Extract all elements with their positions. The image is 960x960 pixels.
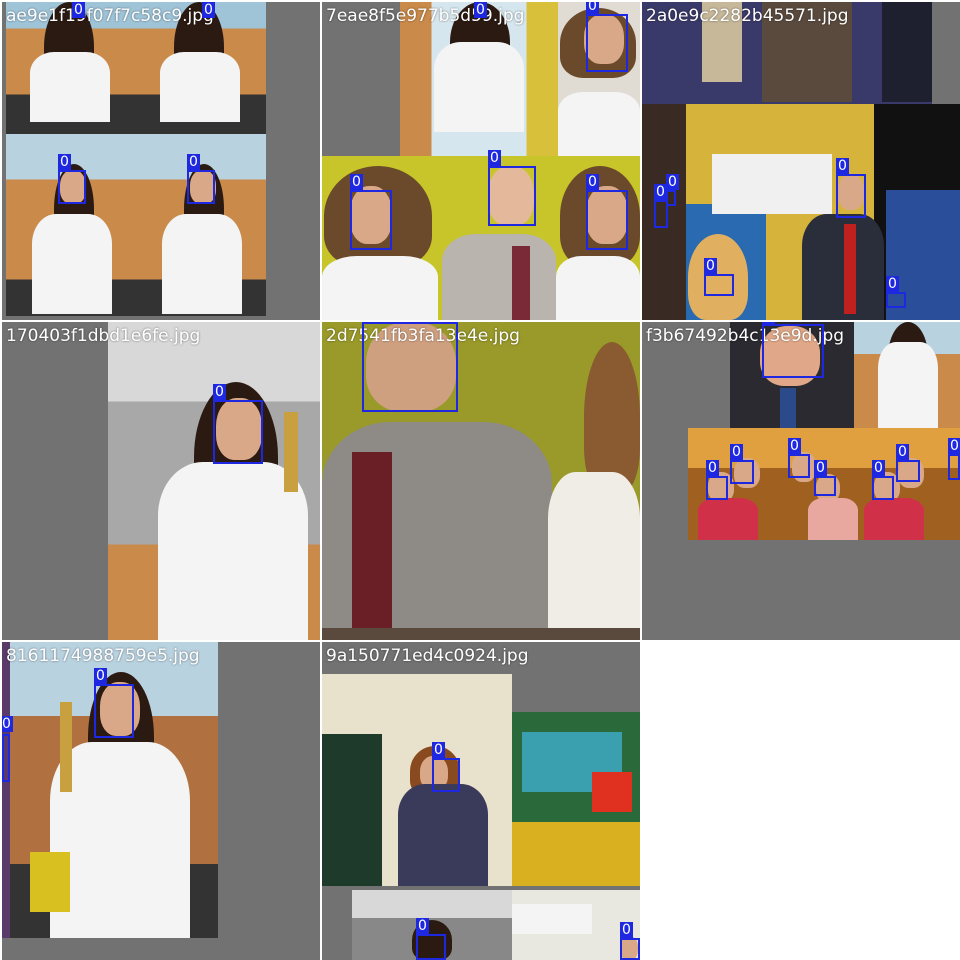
class-label: 0: [488, 150, 501, 166]
class-label: 0: [416, 918, 429, 934]
bounding-box: 0: [474, 2, 487, 18]
class-label: 0: [704, 258, 717, 274]
mosaic-tile-2: 7eae8f5e977b5d59.jpg 0 0 0 0 0: [322, 2, 640, 320]
class-label: 0: [814, 460, 827, 476]
mosaic-tile-7: 8161174988759e5.jpg 0 0: [2, 642, 320, 960]
bounding-box: 0: [72, 2, 85, 18]
bounding-box: 0: [58, 154, 86, 204]
mosaic-tile-3: 2a0e9c2282b45571.jpg 0 0 0 0 0: [642, 2, 960, 320]
bounding-box: 0: [350, 174, 392, 250]
class-label: 0: [948, 438, 960, 454]
class-label: 0: [432, 742, 445, 758]
class-label: 0: [72, 2, 85, 18]
class-label: 0: [2, 716, 13, 732]
bounding-box: 0: [488, 150, 536, 226]
tile-filename: 2a0e9c2282b45571.jpg: [646, 6, 849, 26]
mosaic-tile-5: 2d7541fb3fa13e4e.jpg 0: [322, 322, 640, 640]
class-label: 0: [896, 444, 909, 460]
tile-filename: 2d7541fb3fa13e4e.jpg: [326, 326, 520, 346]
photo-block: [854, 322, 960, 428]
class-label: 0: [213, 384, 226, 400]
tile-filename: f3b67492b4c13e9d.jpg: [646, 326, 845, 346]
bounding-box: 0: [666, 174, 679, 206]
bounding-box: 0: [187, 154, 215, 204]
photo-block: [642, 2, 932, 104]
mosaic-tile-4: 170403f1dbd1e6fe.jpg 0: [2, 322, 320, 640]
photo-block: [352, 890, 512, 960]
photo-block: [136, 2, 266, 134]
class-label: 0: [666, 174, 679, 190]
class-label: 0: [350, 174, 363, 190]
photo-block: [108, 322, 320, 640]
bounding-box: 0: [432, 742, 460, 792]
photo-block: [512, 712, 640, 886]
mosaic-tile-6: f3b67492b4c13e9d.jpg 0 0 0 0 0 0 0 0: [642, 322, 960, 640]
photo-block: [6, 2, 136, 134]
tile-filename: 8161174988759e5.jpg: [6, 646, 200, 666]
bounding-box: 0: [886, 276, 906, 308]
photo-block: [322, 674, 512, 886]
bounding-box: 0: [948, 438, 960, 480]
class-label: 0: [187, 154, 200, 170]
bounding-box: 0: [872, 460, 894, 500]
class-label: 0: [58, 154, 71, 170]
bounding-box: 0: [586, 174, 628, 250]
tile-filename: 7eae8f5e977b5d59.jpg: [326, 6, 525, 26]
class-label: 0: [586, 2, 599, 14]
bounding-box: 0: [706, 460, 728, 500]
bounding-box: 0: [654, 184, 668, 228]
bounding-box: 0: [814, 460, 836, 496]
mosaic-tile-8: 9a150771ed4c0924.jpg 0 0 0: [322, 642, 640, 960]
class-label: 0: [706, 460, 719, 476]
class-label: 0: [872, 460, 885, 476]
tile-filename: 170403f1dbd1e6fe.jpg: [6, 326, 201, 346]
class-label: 0: [202, 2, 215, 18]
photo-block: [322, 628, 640, 640]
class-label: 0: [836, 158, 849, 174]
bounding-box: 0: [213, 384, 263, 464]
bounding-box: 0: [362, 322, 458, 412]
photo-block: [558, 2, 640, 156]
bounding-box: 0: [788, 438, 810, 478]
class-label: 0: [94, 668, 107, 684]
tile-filename: ae9e1f19f07f7c58c9.jpg: [6, 6, 214, 26]
class-label: 0: [586, 174, 599, 190]
class-label: 0: [788, 438, 801, 454]
photo-block: [6, 134, 136, 316]
class-label: 0: [886, 276, 899, 292]
bounding-box: 0: [730, 444, 754, 484]
class-label: 0: [474, 2, 487, 18]
bounding-box: 0: [94, 668, 134, 738]
bounding-box: 0: [2, 716, 13, 782]
class-label: 0: [620, 922, 633, 938]
class-label: 0: [730, 444, 743, 460]
bounding-box: 0: [416, 918, 446, 960]
photo-block: [136, 134, 266, 316]
photo-block: [642, 104, 960, 320]
class-label: 0: [654, 184, 667, 200]
bounding-box: 0: [202, 2, 215, 18]
bounding-box: 0: [762, 322, 824, 378]
class-label: 0: [762, 322, 775, 324]
bounding-box: 0: [704, 258, 734, 296]
mosaic-tile-1: ae9e1f19f07f7c58c9.jpg 0 0 0 0: [2, 2, 320, 320]
photo-block: [322, 322, 640, 628]
bounding-box: 0: [620, 922, 640, 960]
photo-block: [512, 890, 640, 960]
bounding-box: 0: [896, 444, 920, 482]
tile-filename: 9a150771ed4c0924.jpg: [326, 646, 529, 666]
photo-block: [400, 2, 558, 156]
bounding-box: 0: [836, 158, 866, 218]
photo-block: [2, 642, 10, 938]
bounding-box: 0: [586, 2, 628, 72]
